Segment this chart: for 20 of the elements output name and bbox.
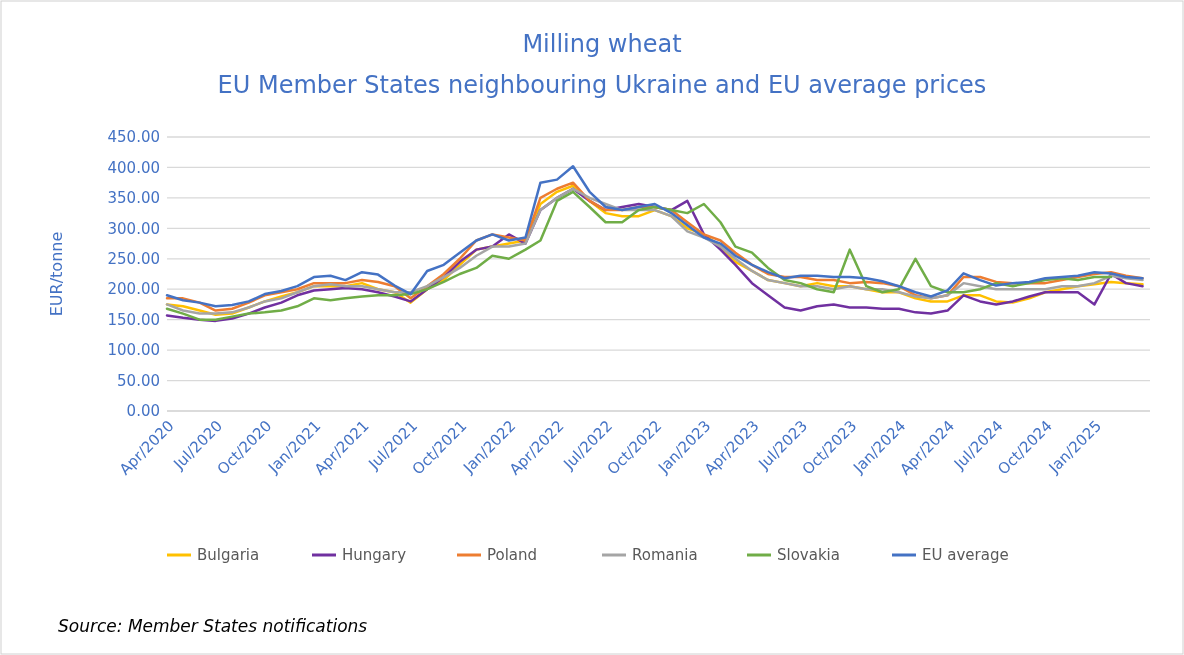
source-note: Source: Member States notifications (58, 616, 368, 636)
y-tick-label: 150.00 (107, 310, 160, 329)
y-tick-label: 100.00 (107, 341, 160, 360)
legend-label: Slovakia (777, 546, 840, 565)
chart-subtitle: EU Member States neighbouring Ukraine and EU average prices (217, 71, 987, 99)
y-tick-label: 400.00 (107, 158, 160, 177)
y-tick-label: 50.00 (117, 371, 160, 390)
y-tick-label: 200.00 (107, 280, 160, 299)
legend-label: Hungary (342, 546, 407, 565)
legend-label: EU average (922, 546, 1009, 565)
legend-label: Poland (487, 546, 538, 565)
legend-label: Romania (632, 546, 698, 565)
y-tick-label: 250.00 (107, 250, 160, 269)
chart-title: Milling wheat (522, 30, 682, 58)
y-tick-label: 0.00 (126, 402, 160, 421)
legend-label: Bulgaria (197, 546, 260, 565)
y-tick-label: 300.00 (107, 219, 160, 238)
y-axis-title: EUR/tonne (47, 231, 66, 317)
y-tick-label: 350.00 (107, 189, 160, 208)
y-tick-label: 450.00 (107, 128, 160, 147)
